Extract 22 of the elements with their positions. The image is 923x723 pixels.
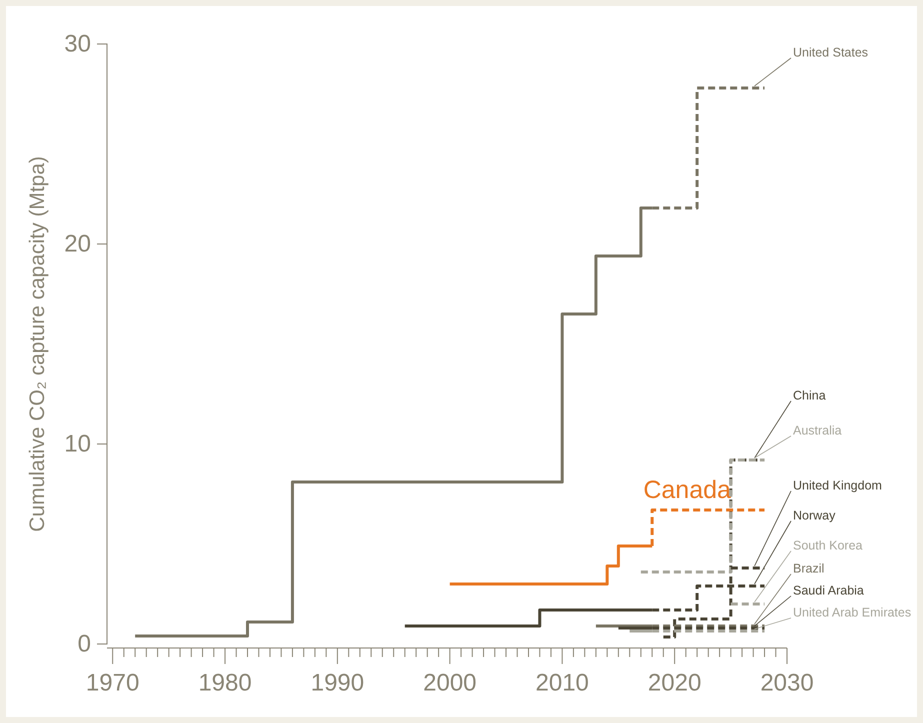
y-tick-label: 20 (64, 230, 91, 258)
text: Australia (793, 423, 842, 438)
x-tick-label: 1990 (310, 670, 364, 697)
y-tick-label: 10 (64, 430, 91, 458)
y-tick-label: 30 (64, 30, 91, 58)
x-tick-label: 2020 (648, 670, 702, 697)
x-tick-label: 2000 (423, 670, 477, 697)
x-tick-label: 2030 (760, 670, 814, 697)
y-axis-title: Cumulative CO₂ capture capacity (Mtpa) (26, 156, 49, 532)
text: Saudi Arabia (793, 583, 864, 598)
x-tick-label: 1970 (86, 670, 140, 697)
x-tick-label: 1980 (198, 670, 252, 697)
y-tick-label: 0 (78, 630, 91, 658)
x-tick-label: 2010 (536, 670, 589, 697)
text: Brazil (793, 561, 824, 576)
text: United States (793, 45, 868, 60)
series-label: Canada (643, 476, 732, 504)
text: China (793, 388, 826, 402)
text: South Korea (793, 538, 863, 552)
text: Norway (793, 508, 836, 522)
text: United Arab Emirates (793, 605, 912, 620)
text: United Kingdom (793, 478, 882, 492)
